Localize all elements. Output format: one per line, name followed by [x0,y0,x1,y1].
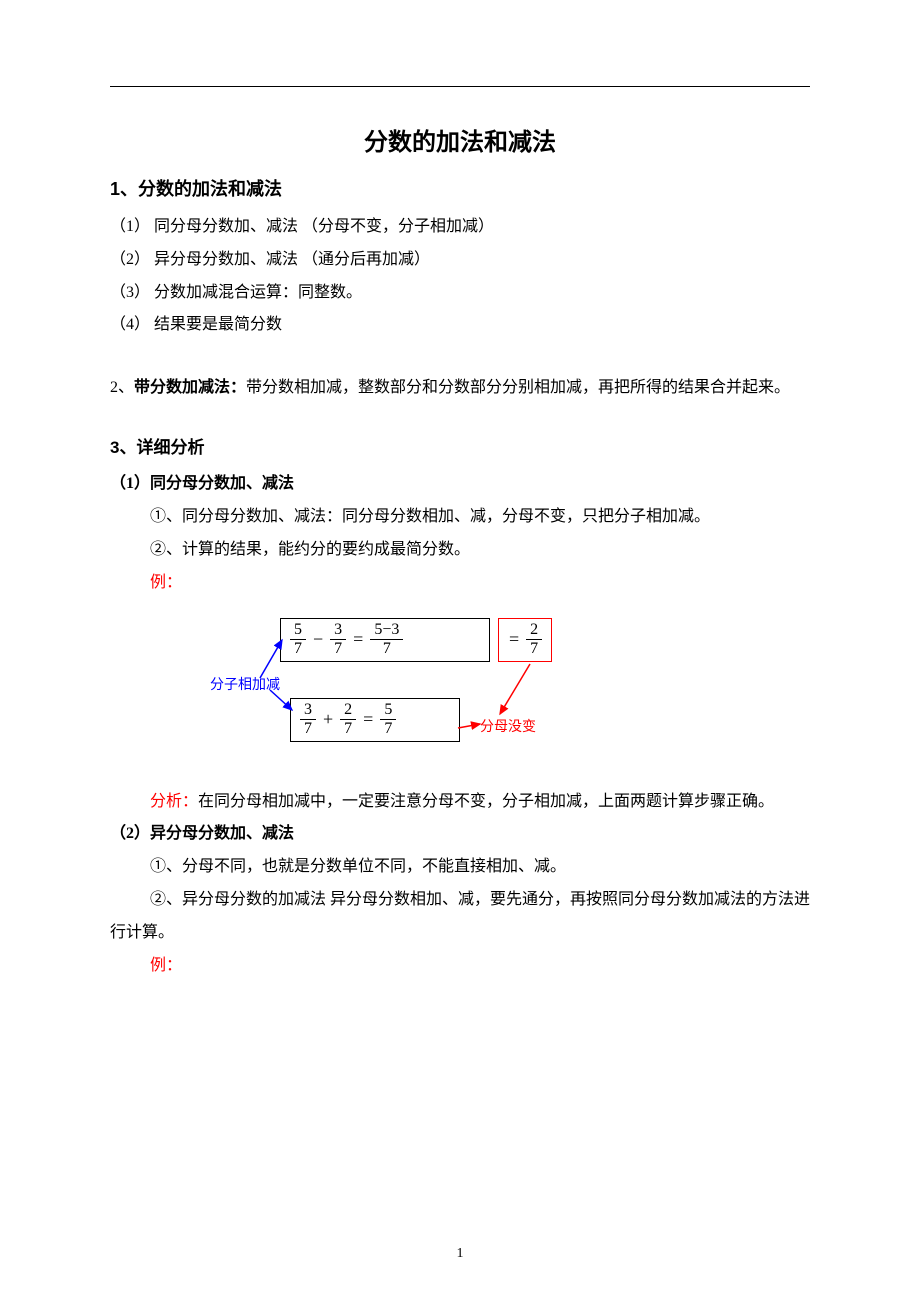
sub-2-p2: ②、异分母分数的加减法 异分母分数相加、减，要先通分，再按照同分母分数加减法的方… [110,884,810,950]
numerator: 2 [526,622,542,640]
section-1-item-1: （1） 同分母分数加、减法 （分母不变，分子相加减） [110,211,810,244]
page-number: 1 [0,1246,920,1262]
numerator: 2 [340,702,356,720]
analysis-text: 在同分母相加减中，一定要注意分母不变，分子相加减，上面两题计算步骤正确。 [198,793,774,810]
numerator: 3 [300,702,316,720]
sub-1-p1: ①、同分母分数加、减法：同分母分数相加、减，分母不变，只把分子相加减。 [110,501,810,534]
frac: 27 [340,702,356,737]
eq-row-1-lhs: 57 − 37 = 5−37 [280,618,490,662]
page-title: 分数的加法和减法 [110,122,810,157]
section-2-rest: 带分数相加减，整数部分和分数部分分别相加减，再把所得的结果合并起来。 [246,379,790,396]
fraction-diagram: 57 − 37 = 5−37 = 27 37 + 27 = 57 分子相加减 [230,618,590,768]
section-3-heading: 3、详细分析 [110,433,810,458]
section-1-item-2: （2） 异分母分数加、减法 （通分后再加减） [110,244,810,277]
denominator: 7 [383,640,391,657]
section-1-heading: 1、分数的加法和减法 [110,175,810,201]
eq-row-1-answer: = 27 [498,618,552,662]
minus-op: − [313,629,323,650]
numerator: 5−3 [370,622,403,640]
equals-op: = [353,629,363,650]
equals-op: = [363,709,373,730]
page: 分数的加法和减法 1、分数的加法和减法 （1） 同分母分数加、减法 （分母不变，… [0,0,920,1302]
equals-op: = [509,629,519,650]
example-label-text: 例： [150,574,182,591]
header-rule [110,86,810,87]
frac: 37 [300,702,316,737]
frac: 37 [330,622,346,657]
example-label-text: 例： [150,957,182,974]
sub-2-heading: （2）异分母分数加、减法 [110,818,810,851]
frac: 27 [526,622,542,657]
numerator: 5 [380,702,396,720]
numerator: 5 [290,622,306,640]
denominator: 7 [530,640,538,657]
section-1-item-4: （4） 结果要是最简分数 [110,309,810,342]
label-denominator: 分母没变 [480,716,536,736]
sub-1-analysis: 分析：在同分母相加减中，一定要注意分母不变，分子相加减，上面两题计算步骤正确。 [110,786,810,819]
section-2-bold: 带分数加减法： [134,379,246,396]
denominator: 7 [294,640,302,657]
sub-2-p1: ①、分母不同，也就是分数单位不同，不能直接相加、减。 [110,851,810,884]
denominator: 7 [334,640,342,657]
section-2-paragraph: 2、带分数加减法：带分数相加减，整数部分和分数部分分别相加减，再把所得的结果合并… [110,370,810,405]
sub-2-example-label: 例： [110,950,810,983]
frac: 57 [380,702,396,737]
section-2-num: 2、 [110,379,134,396]
plus-op: + [323,709,333,730]
eq-row-2-lhs: 37 + 27 = 57 [290,698,460,742]
sub-1-p2: ②、计算的结果，能约分的要约成最简分数。 [110,534,810,567]
section-1-item-3: （3） 分数加减混合运算：同整数。 [110,277,810,310]
label-numerator: 分子相加减 [210,674,280,694]
denominator: 7 [344,720,352,737]
sub-1-example-label: 例： [110,567,810,600]
denominator: 7 [384,720,392,737]
denominator: 7 [304,720,312,737]
frac: 5−37 [370,622,403,657]
sub-1-heading: （1）同分母分数加、减法 [110,468,810,501]
numerator: 3 [330,622,346,640]
frac: 57 [290,622,306,657]
analysis-label: 分析： [150,793,198,810]
